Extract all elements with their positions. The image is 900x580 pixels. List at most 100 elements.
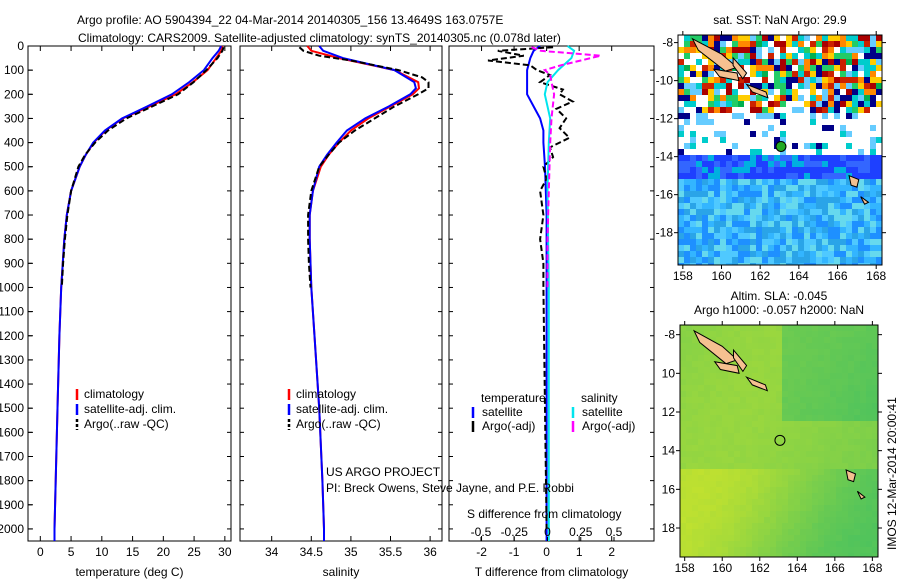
y-tick-label: 300 [4,111,24,125]
map-x-tick-label: 162 [750,561,770,575]
map-cell [812,547,818,553]
map-cell [872,361,878,367]
map-cell [750,233,756,239]
map-cell [768,179,774,185]
map-cell [704,475,710,481]
x-tick-label: 35 [344,545,358,559]
salinity-panel: 34 34.5 35 35.5 36salinityclimatologysatelli… [239,45,443,579]
map-cell [768,167,774,173]
map-cell [758,541,764,547]
map-cell [876,95,882,101]
map-cell [830,451,836,457]
map-cell [738,35,744,41]
map-cell [740,421,746,427]
map-cell [858,95,864,101]
map-cell [792,173,798,179]
map-cell [744,245,750,251]
map-cell [818,331,824,337]
map-cell [846,83,852,89]
map-cell [858,119,864,125]
map-cell [842,541,848,547]
map-cell [846,131,852,137]
map-cell [848,493,854,499]
map-cell [840,251,846,257]
map-cell [750,191,756,197]
map-cell [776,433,782,439]
map-cell [708,149,714,155]
map-cell [758,463,764,469]
map-cell [816,167,822,173]
map-cell [716,547,722,553]
x-tick-label: 30 [218,545,232,559]
map-cell [866,355,872,361]
map-cell [806,421,812,427]
map-cell [792,95,798,101]
map-cell [822,83,828,89]
map-cell [782,355,788,361]
map-cell [722,331,728,337]
map-cell [834,197,840,203]
map-cell [758,529,764,535]
map-cell [750,119,756,125]
map-cell [704,535,710,541]
map-cell [696,143,702,149]
map-cell [720,131,726,137]
map-cell [750,125,756,131]
map-cell [816,119,822,125]
map-cell [860,475,866,481]
map-cell [876,77,882,83]
map-cell [788,403,794,409]
map-cell [872,367,878,373]
map-cell [698,535,704,541]
map-cell [692,355,698,361]
map-cell [866,385,872,391]
map-cell [854,427,860,433]
map-cell [770,553,776,557]
map-cell [818,535,824,541]
map-cell [836,547,842,553]
map-cell [702,251,708,257]
map-cell [852,239,858,245]
map-cell [710,535,716,541]
map-x-tick-label: 164 [789,269,809,283]
map-cell [804,209,810,215]
map-cell [716,553,722,557]
map-cell [692,523,698,529]
map-cell [842,337,848,343]
map-cell [740,433,746,439]
map-cell [810,155,816,161]
map-cell [830,481,836,487]
map-cell [800,445,806,451]
map-cell [768,77,774,83]
map-cell [738,143,744,149]
map-cell [822,221,828,227]
map-cell [698,325,704,331]
map-cell [732,185,738,191]
map-cell [678,59,684,65]
map-cell [800,541,806,547]
map-cell [710,451,716,457]
map-cell [860,457,866,463]
map-cell [752,373,758,379]
map-cell [690,143,696,149]
map-cell [836,553,842,557]
legend-label: satellite-adj. clim. [84,402,176,416]
map-y-tick-label: -12 [656,112,674,126]
map-cell [794,325,800,331]
map-cell [776,457,782,463]
map-cell [848,463,854,469]
map-cell [794,535,800,541]
map-cell [848,415,854,421]
map-cell [684,47,690,53]
map-cell [870,233,876,239]
map-cell [696,263,702,265]
map-cell [792,89,798,95]
map-cell [720,77,726,83]
map-cell [816,59,822,65]
map-cell [768,227,774,233]
map-cell [710,523,716,529]
map-cell [710,415,716,421]
map-cell [822,191,828,197]
map-cell [752,511,758,517]
map-cell [818,361,824,367]
